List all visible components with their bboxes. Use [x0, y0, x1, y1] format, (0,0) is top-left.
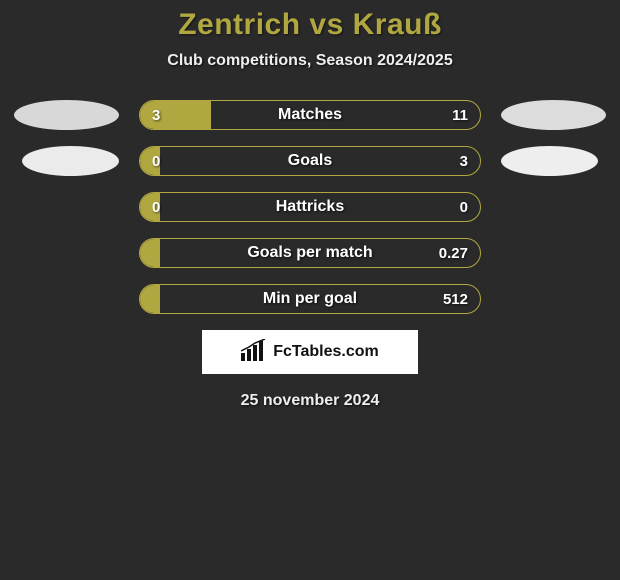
- stat-right-value: 11: [452, 107, 468, 124]
- stat-label: Min per goal: [140, 290, 480, 308]
- player-right-logo-2: [501, 146, 598, 176]
- stat-row-gpm: Goals per match 0.27: [0, 238, 620, 268]
- stat-bar: 3 Matches 11: [139, 100, 481, 130]
- attribution-text: FcTables.com: [273, 343, 379, 361]
- attribution-link[interactable]: FcTables.com: [202, 330, 418, 374]
- player-left-logo-2: [22, 146, 119, 176]
- stat-bar: Goals per match 0.27: [139, 238, 481, 268]
- stat-row-mpg: Min per goal 512: [0, 284, 620, 314]
- page-subtitle: Club competitions, Season 2024/2025: [0, 52, 620, 70]
- player-right-logo-1: [501, 100, 606, 130]
- stat-row-matches: 3 Matches 11: [0, 100, 620, 130]
- stat-right-value: 0.27: [439, 245, 468, 262]
- comparison-card: Zentrich vs Krauß Club competitions, Sea…: [0, 0, 620, 410]
- stat-label: Goals: [140, 152, 480, 170]
- stat-right-value: 3: [460, 153, 468, 170]
- stat-right-value: 0: [460, 199, 468, 216]
- stat-row-hattricks: 0 Hattricks 0: [0, 192, 620, 222]
- footer-date: 25 november 2024: [0, 392, 620, 410]
- stat-right-value: 512: [443, 291, 468, 308]
- player-left-logo-1: [14, 100, 119, 130]
- page-title: Zentrich vs Krauß: [0, 8, 620, 42]
- bar-chart-icon: [241, 339, 267, 366]
- stat-row-goals: 0 Goals 3: [0, 146, 620, 176]
- stat-bar: 0 Hattricks 0: [139, 192, 481, 222]
- stat-label: Goals per match: [140, 244, 480, 262]
- stat-label: Hattricks: [140, 198, 480, 216]
- stat-label: Matches: [140, 106, 480, 124]
- stat-bar: 0 Goals 3: [139, 146, 481, 176]
- stat-bar: Min per goal 512: [139, 284, 481, 314]
